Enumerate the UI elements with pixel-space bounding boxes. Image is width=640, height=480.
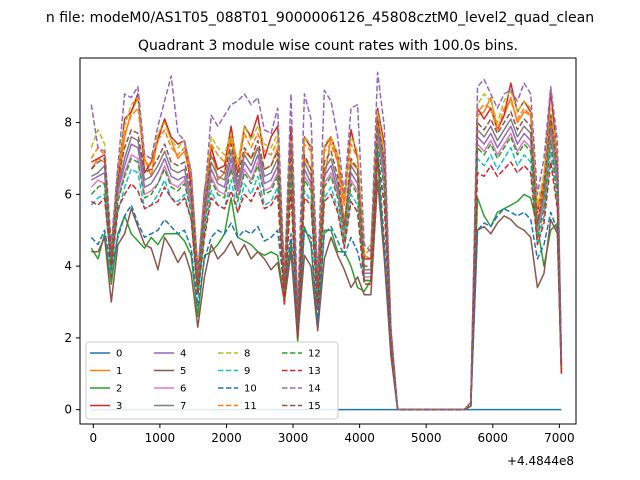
series-line-4 [90, 125, 563, 411]
legend-label-9: 9 [244, 366, 250, 377]
series-line-13 [90, 157, 563, 411]
series-line-15 [90, 111, 563, 411]
x-axis-offset-text: +4.4844e8 [507, 454, 574, 468]
legend-label-10: 10 [244, 384, 257, 395]
figure-title: n file: modeM0/AS1T05_088T01_9000006126_… [46, 10, 594, 26]
x-tick-label: 1000 [145, 431, 176, 445]
y-tick-label: 0 [64, 403, 72, 417]
legend-label-11: 11 [244, 401, 257, 412]
legend-label-6: 6 [180, 384, 186, 395]
series-line-12 [90, 136, 563, 411]
x-tick-label: 2000 [211, 431, 242, 445]
legend-label-8: 8 [244, 349, 250, 360]
x-tick-label: 4000 [344, 431, 375, 445]
series-line-8 [90, 89, 563, 411]
chart-title: Quadrant 3 module wise count rates with … [138, 38, 518, 54]
y-tick-label: 8 [64, 116, 72, 130]
y-tick-label: 4 [64, 259, 72, 273]
y-tick-label: 6 [64, 187, 72, 201]
legend-label-1: 1 [116, 366, 122, 377]
x-axis: 0 1000 2000 3000 4000 5000 6000 7000 [89, 424, 575, 445]
y-tick-label: 2 [64, 331, 72, 345]
legend-box [85, 341, 339, 420]
legend-label-5: 5 [180, 366, 186, 377]
x-tick-label: 6000 [478, 431, 509, 445]
x-tick-label: 0 [89, 431, 97, 445]
legend-label-2: 2 [116, 384, 122, 395]
series-line-6 [90, 132, 563, 411]
series-line-3 [90, 82, 563, 411]
legend-label-15: 15 [308, 401, 321, 412]
axes-frame [79, 57, 577, 425]
series-line-10 [90, 150, 563, 411]
legend-label-7: 7 [180, 401, 186, 412]
series-line-11 [90, 100, 563, 411]
x-tick-label: 5000 [411, 431, 442, 445]
series-line-7 [90, 118, 563, 411]
series-line-14 [90, 71, 563, 411]
legend-label-4: 4 [180, 349, 186, 360]
y-axis: 0 2 4 6 8 [64, 116, 80, 417]
legend-label-12: 12 [308, 349, 321, 360]
x-tick-label: 3000 [278, 431, 309, 445]
legend-label-3: 3 [116, 401, 122, 412]
x-tick-label: 7000 [544, 431, 575, 445]
series-line-5 [91, 179, 563, 411]
plot-area [90, 71, 563, 411]
legend-label-14: 14 [308, 384, 321, 395]
legend-label-0: 0 [116, 349, 122, 360]
legend-label-13: 13 [308, 366, 321, 377]
